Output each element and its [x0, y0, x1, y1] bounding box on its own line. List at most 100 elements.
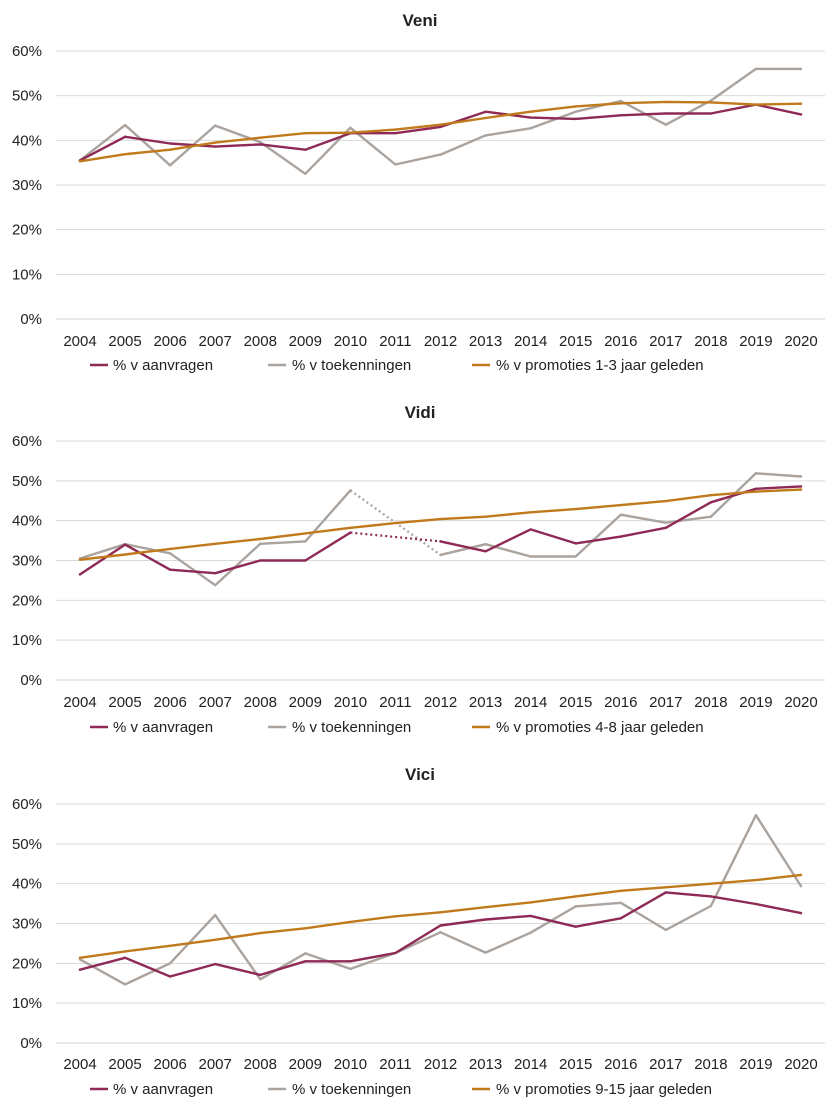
data-point-promoties: [574, 105, 577, 108]
x-tick-label: 2009: [289, 694, 322, 711]
data-point-aanvragen: [529, 914, 532, 918]
data-point-promoties: [484, 905, 487, 909]
legend-item-aanvragen: % v aanvragen: [90, 1081, 213, 1098]
x-tick-label: 2007: [199, 694, 232, 711]
data-point-toekenningen: [529, 555, 532, 558]
y-tick-label: 60%: [12, 796, 42, 813]
x-tick-label: 2010: [334, 1056, 367, 1073]
data-point-aanvragen: [394, 951, 397, 955]
data-point-aanvragen: [574, 925, 577, 928]
y-tick-label: 40%: [12, 513, 42, 530]
data-point-toekenningen: [664, 123, 668, 126]
data-point-aanvragen: [439, 924, 442, 927]
data-point-aanvragen: [529, 116, 532, 119]
x-tick-label: 2017: [649, 694, 682, 711]
y-tick-label: 20%: [12, 955, 42, 972]
y-tick-label: 20%: [12, 222, 42, 239]
data-point-promoties: [123, 950, 127, 953]
data-point-toekenningen: [754, 67, 758, 71]
data-point-toekenningen: [213, 913, 217, 917]
x-tick-label: 2008: [244, 694, 277, 711]
data-point-aanvragen: [574, 117, 577, 121]
x-tick-label: 2011: [379, 694, 411, 711]
x-tick-label: 2018: [694, 333, 727, 350]
data-point-toekenningen: [619, 513, 622, 516]
data-point-promoties: [259, 931, 262, 935]
x-tick-label: 2005: [108, 694, 141, 711]
data-point-promoties: [709, 882, 713, 885]
chart-vidi: Vidi 0% 10% 20% 30% 40% 50% 60% 2004 2005 2006 2007…: [12, 403, 825, 736]
data-point-promoties: [123, 152, 127, 156]
legend-label: % v aanvragen: [113, 719, 213, 736]
data-point-toekenningen: [799, 884, 803, 888]
data-point-toekenningen: [709, 904, 713, 908]
x-tick-label: 2020: [784, 694, 817, 711]
data-point-aanvragen: [213, 572, 217, 575]
data-point-promoties: [78, 558, 82, 561]
data-point-promoties: [168, 944, 172, 948]
data-point-aanvragen: [304, 559, 307, 562]
data-point-toekenningen: [799, 67, 803, 71]
series-gap-aanvragen: [350, 531, 441, 543]
data-point-toekenningen: [349, 126, 352, 130]
data-point-toekenningen: [439, 931, 442, 934]
data-point-promoties: [619, 102, 622, 105]
data-point-aanvragen: [349, 531, 352, 534]
legend-label: % v toekenningen: [292, 357, 411, 374]
x-tick-label: 2014: [514, 333, 547, 350]
legend-label: % v aanvragen: [113, 1081, 213, 1098]
y-tick-label: 50%: [12, 836, 42, 853]
data-point-toekenningen: [484, 951, 487, 954]
data-point-aanvragen: [619, 535, 622, 538]
data-point-aanvragen: [439, 540, 442, 543]
x-tick-label: 2005: [108, 333, 141, 350]
x-tick-label: 2004: [63, 694, 96, 711]
data-point-promoties: [259, 537, 262, 541]
data-point-toekenningen: [664, 521, 668, 524]
y-tick-label: 0%: [20, 672, 42, 689]
data-point-promoties: [349, 131, 352, 134]
data-point-promoties: [574, 507, 577, 511]
data-point-toekenningen: [349, 489, 352, 492]
legend-item-promoties: % v promoties 4-8 jaar geleden: [472, 719, 704, 736]
legend-item-toekenningen: % v toekenningen: [268, 719, 411, 736]
x-tick-label: 2013: [469, 1056, 502, 1073]
y-tick-label: 10%: [12, 995, 42, 1012]
data-point-toekenningen: [574, 555, 577, 558]
data-point-aanvragen: [709, 501, 713, 504]
data-point-aanvragen: [259, 559, 262, 562]
data-point-aanvragen: [529, 528, 532, 531]
data-point-promoties: [529, 511, 532, 514]
data-point-promoties: [304, 532, 307, 535]
data-point-aanvragen: [168, 568, 172, 571]
y-tick-label: 50%: [12, 88, 42, 105]
data-point-promoties: [709, 101, 713, 104]
x-tick-label: 2004: [63, 333, 96, 350]
data-point-toekenningen: [439, 553, 442, 557]
data-point-toekenningen: [123, 123, 127, 127]
data-point-toekenningen: [754, 813, 758, 817]
data-point-aanvragen: [484, 918, 487, 921]
legend-item-promoties: % v promoties 9-15 jaar geleden: [472, 1081, 712, 1098]
data-point-promoties: [754, 878, 758, 882]
data-point-aanvragen: [123, 543, 127, 546]
data-point-promoties: [78, 956, 82, 959]
legend-label: % v toekenningen: [292, 719, 411, 736]
x-tick-label: 2015: [559, 694, 592, 711]
data-point-promoties: [529, 901, 532, 904]
data-point-promoties: [799, 873, 803, 877]
y-tick-label: 10%: [12, 266, 42, 283]
data-point-toekenningen: [799, 475, 803, 478]
x-tick-label: 2004: [63, 1056, 96, 1073]
y-tick-label: 0%: [20, 311, 42, 328]
data-point-toekenningen: [168, 552, 172, 555]
x-tick-label: 2020: [784, 1056, 817, 1073]
data-point-promoties: [304, 927, 307, 930]
data-point-promoties: [664, 886, 668, 889]
y-tick-label: 30%: [12, 553, 42, 570]
y-tick-label: 60%: [12, 43, 42, 60]
data-point-aanvragen: [304, 960, 307, 963]
data-point-promoties: [349, 526, 352, 530]
data-point-toekenningen: [213, 124, 217, 127]
data-point-promoties: [709, 493, 713, 497]
